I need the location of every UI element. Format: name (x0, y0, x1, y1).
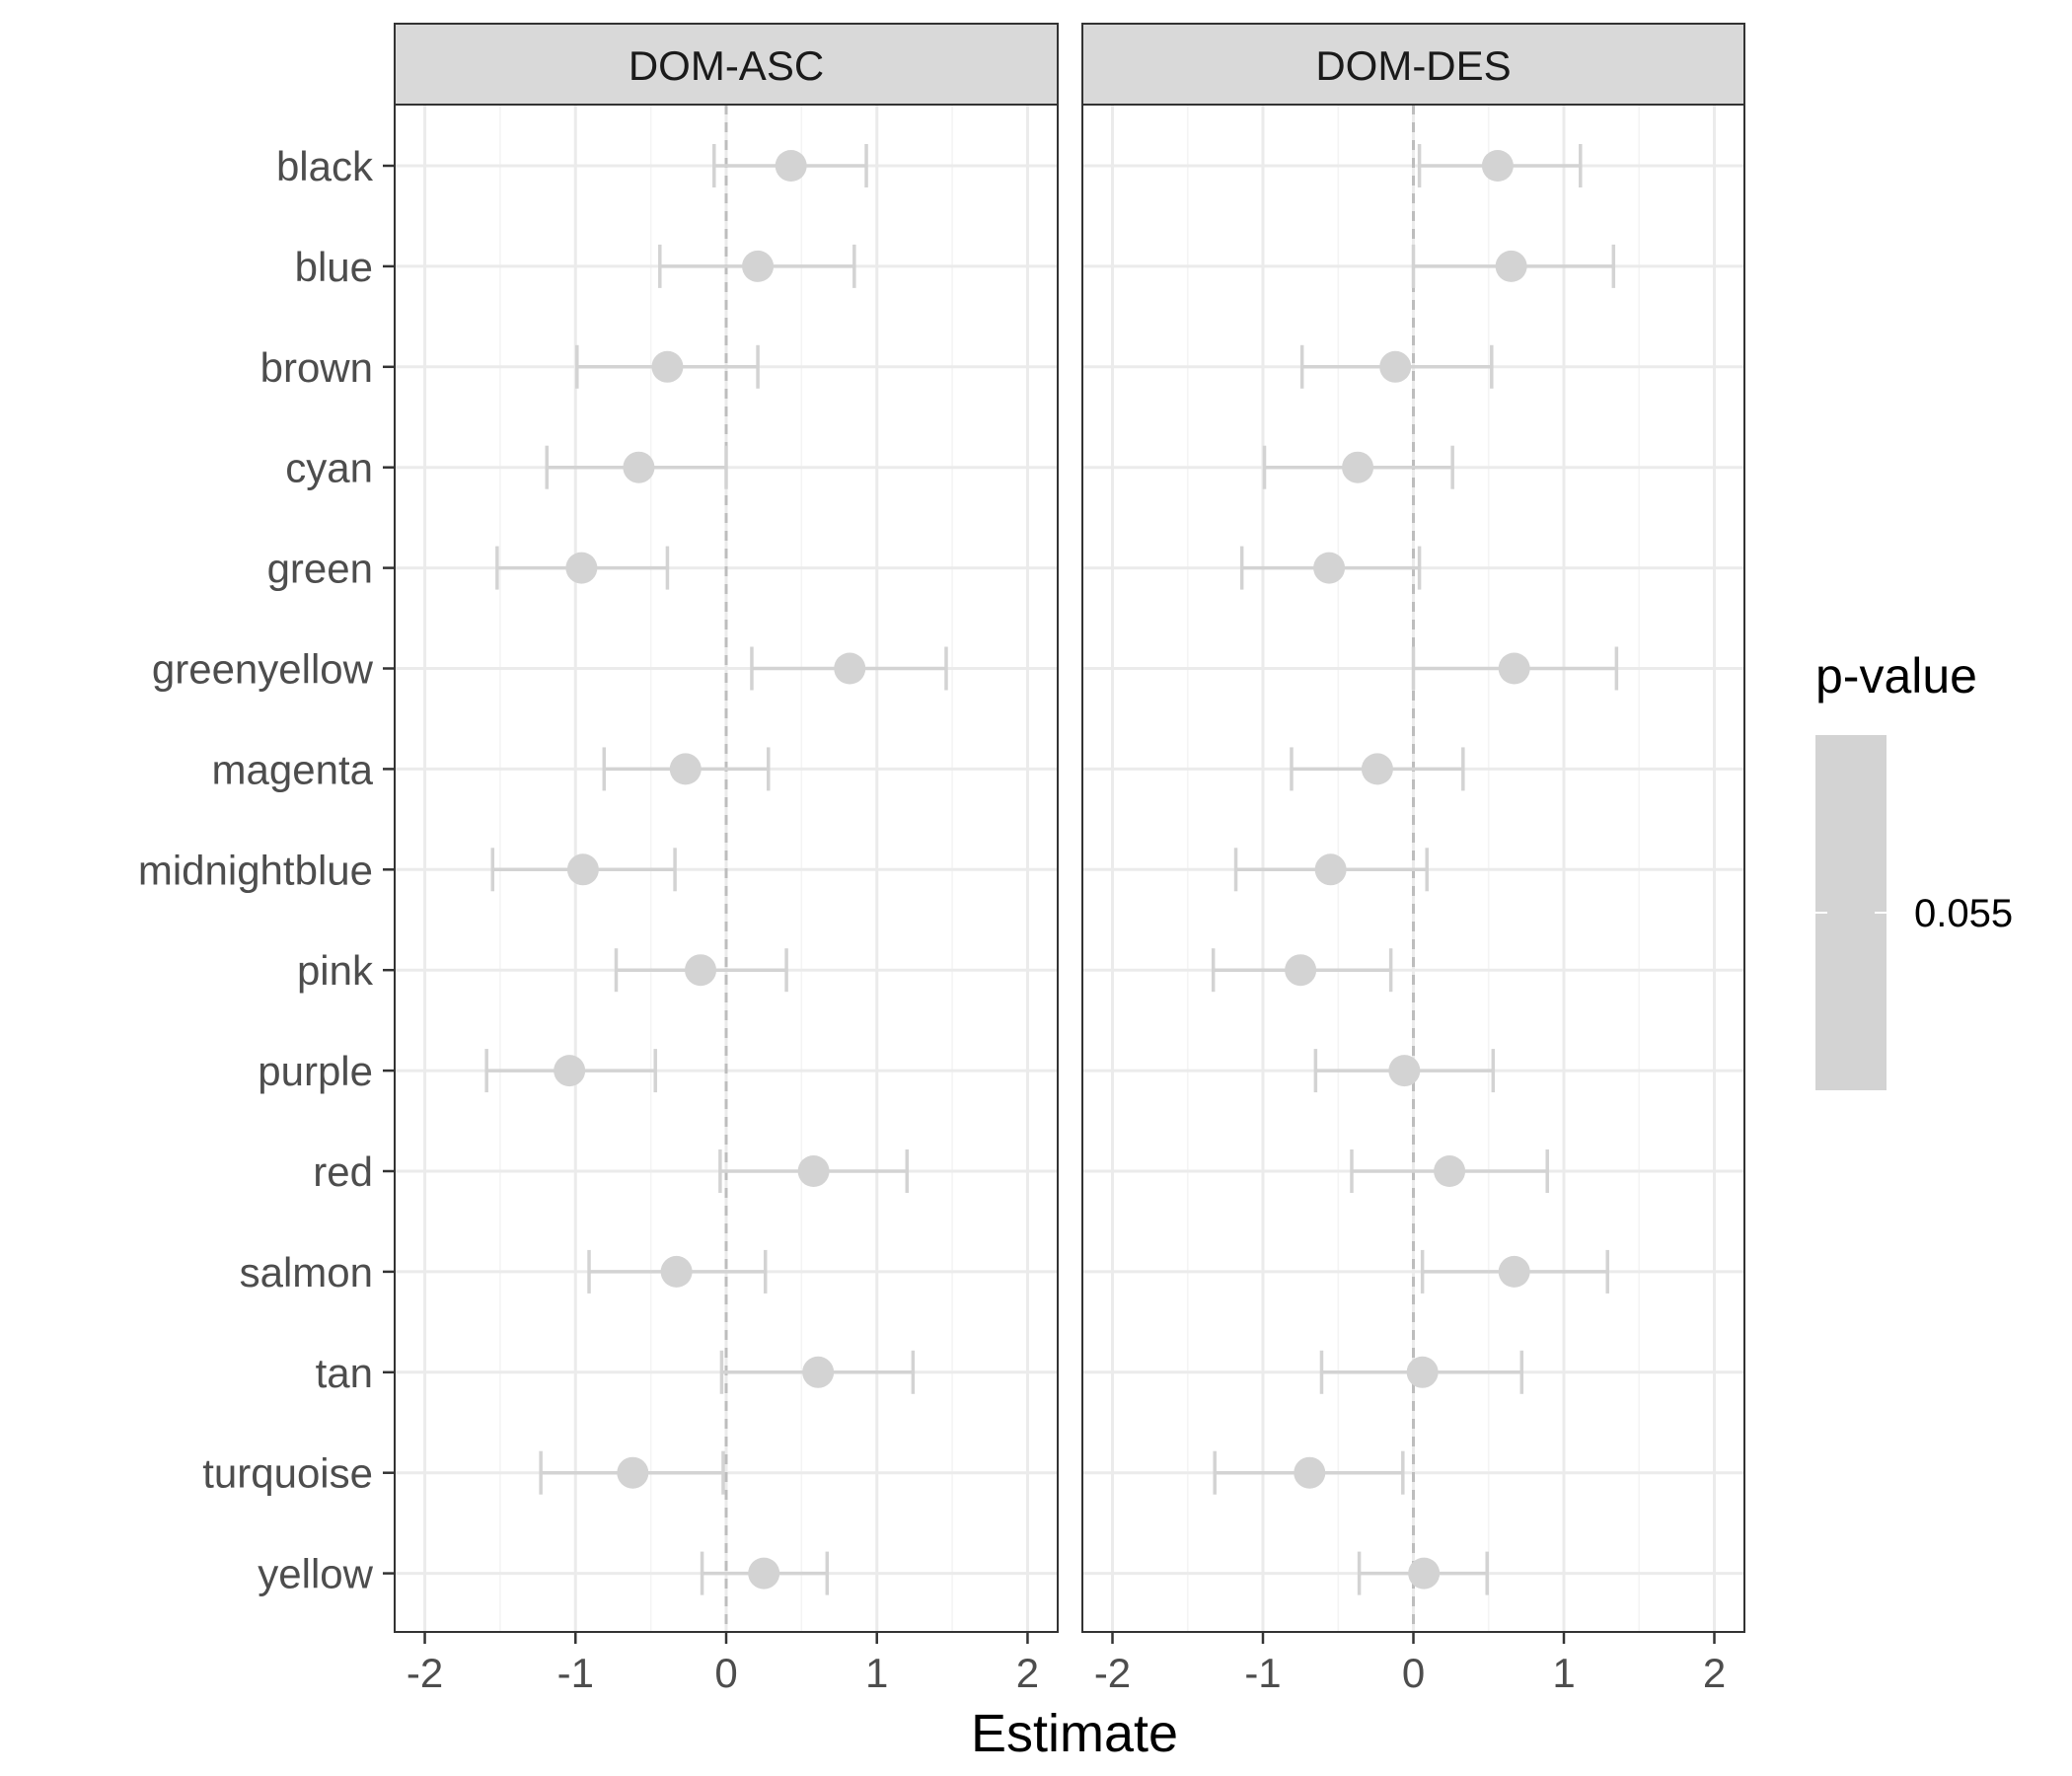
point-greenyellow (1498, 652, 1530, 685)
x-tick-label: 2 (1703, 1650, 1726, 1696)
point-blue (1495, 250, 1527, 282)
point-turquoise (1294, 1456, 1326, 1489)
y-tick-label-cyan: cyan (285, 445, 373, 491)
y-tick-label-salmon: salmon (240, 1249, 373, 1295)
error-bar-brown (1299, 344, 1494, 389)
error-bar-purple (484, 1049, 657, 1093)
point-pink (1285, 954, 1317, 987)
error-bar-purple (1313, 1049, 1496, 1093)
error-bar-black (712, 144, 868, 187)
error-bar-brown (575, 344, 760, 389)
error-bar-salmon (1420, 1249, 1609, 1294)
error-bar-red (1350, 1149, 1549, 1193)
error-bar-cyan (545, 445, 728, 489)
error-bar-midnightblue (490, 848, 677, 892)
x-tick-label: 2 (1016, 1650, 1039, 1696)
point-brown (651, 350, 684, 383)
legend: p-value 0.055 (1815, 648, 2013, 1090)
point-pink (685, 954, 717, 987)
y-tick-label-greenyellow: greenyellow (152, 646, 374, 693)
point-cyan (1342, 451, 1374, 483)
x-tick-label: 1 (1552, 1650, 1575, 1696)
y-tick-label-pink: pink (297, 947, 374, 994)
error-bar-turquoise (539, 1450, 725, 1495)
point-black (1481, 150, 1514, 182)
error-bar-greenyellow (750, 646, 948, 691)
point-purple (554, 1055, 586, 1087)
point-purple (1388, 1055, 1421, 1087)
point-yellow (748, 1557, 780, 1590)
point-green (1313, 552, 1346, 584)
point-cyan (623, 451, 655, 483)
y-tick-label-turquoise: turquoise (202, 1450, 373, 1497)
panel-dom-asc: DOM-ASC -2 -1 0 1 2 (394, 23, 1059, 1696)
facet-strip (394, 23, 1059, 106)
x-tick-label: 0 (714, 1650, 737, 1696)
error-bar-green (1239, 546, 1422, 590)
y-tick-label-black: black (276, 143, 374, 189)
point-magenta (1361, 753, 1393, 785)
facet-strip (1081, 23, 1745, 106)
y-tick-label-yellow: yellow (258, 1551, 373, 1597)
point-midnightblue (566, 853, 599, 886)
y-tick-label-green: green (267, 546, 373, 592)
point-blue (742, 250, 775, 282)
error-bar-greenyellow (1411, 646, 1619, 691)
error-bar-salmon (587, 1249, 768, 1294)
y-axis: black blue brown cyan green greenyellow magent… (138, 143, 395, 1597)
point-red (1434, 1155, 1466, 1187)
error-bar-tan (719, 1350, 916, 1394)
error-bar-blue (658, 244, 856, 288)
y-tick-label-brown: brown (260, 344, 373, 391)
error-bar-green (495, 546, 670, 590)
y-tick-label-red: red (313, 1148, 373, 1195)
point-black (775, 150, 807, 182)
x-tick-label: 0 (1402, 1650, 1425, 1696)
x-tick-label: -1 (1244, 1650, 1281, 1696)
facet-label: DOM-DES (1315, 42, 1511, 89)
y-tick-label-purple: purple (258, 1048, 373, 1094)
point-tan (802, 1356, 835, 1388)
point-yellow (1408, 1557, 1441, 1590)
legend-title: p-value (1815, 648, 1977, 703)
point-magenta (669, 753, 702, 785)
x-tick-label: -2 (407, 1650, 443, 1696)
error-bar-magenta (602, 747, 771, 791)
y-tick-label-tan: tan (316, 1350, 373, 1396)
facet-label: DOM-ASC (629, 42, 824, 89)
error-bar-tan (1319, 1350, 1524, 1394)
error-bar-turquoise (1213, 1450, 1405, 1495)
y-tick-label-midnightblue: midnightblue (138, 847, 373, 893)
point-turquoise (617, 1456, 649, 1489)
error-bar-midnightblue (1233, 848, 1429, 892)
point-red (797, 1155, 830, 1187)
error-bar-red (718, 1149, 910, 1193)
y-tick-label-magenta: magenta (212, 746, 374, 792)
panel-dom-des: DOM-DES -2 -1 0 1 2 (1081, 23, 1745, 1696)
y-tick-label-blue: blue (295, 244, 373, 290)
point-tan (1406, 1356, 1439, 1388)
point-greenyellow (834, 652, 866, 685)
panels: DOM-ASC -2 -1 0 1 2 DOM-DES -2 -1 0 1 2 (394, 23, 1745, 1696)
error-bar-cyan (1262, 445, 1454, 489)
x-tick-label: -2 (1094, 1650, 1131, 1696)
point-midnightblue (1314, 853, 1347, 886)
error-bar-magenta (1290, 747, 1465, 791)
error-bar-yellow (1357, 1551, 1489, 1595)
x-tick-label: -1 (557, 1650, 594, 1696)
error-bar-pink (614, 948, 788, 993)
point-green (565, 552, 598, 584)
point-salmon (660, 1255, 693, 1288)
error-bar-yellow (700, 1551, 830, 1595)
legend-label: 0.055 (1914, 892, 2013, 935)
error-bar-pink (1211, 948, 1393, 993)
error-bar-blue (1411, 244, 1616, 288)
error-bar-black (1417, 144, 1583, 187)
x-axis-title: Estimate (971, 1704, 1178, 1763)
point-brown (1379, 350, 1412, 383)
x-tick-label: 1 (865, 1650, 888, 1696)
point-salmon (1498, 1255, 1530, 1288)
